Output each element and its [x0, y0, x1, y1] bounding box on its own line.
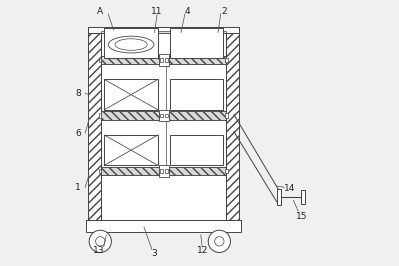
Bar [101, 27, 227, 220]
Text: 4: 4 [185, 7, 190, 16]
Text: 8: 8 [75, 89, 81, 98]
Text: 14: 14 [284, 184, 295, 193]
Bar [160, 114, 163, 117]
Bar [170, 28, 223, 58]
Text: 15: 15 [296, 212, 307, 221]
Bar [225, 113, 228, 118]
Bar [301, 190, 305, 204]
Bar [160, 58, 163, 62]
Bar [99, 169, 101, 173]
Bar [159, 165, 169, 177]
Bar [164, 58, 168, 62]
Bar [104, 80, 158, 110]
Circle shape [208, 230, 231, 252]
Bar [227, 27, 239, 220]
Bar [164, 114, 168, 117]
Bar [159, 54, 169, 66]
Bar [104, 28, 158, 58]
Bar [99, 57, 101, 62]
Text: 3: 3 [152, 249, 157, 258]
Bar [104, 135, 158, 165]
Text: 12: 12 [196, 246, 208, 255]
Text: 11: 11 [151, 7, 163, 16]
Bar [225, 169, 228, 173]
Bar [168, 56, 227, 64]
Bar [101, 111, 159, 120]
Bar [88, 27, 239, 33]
Bar [99, 113, 101, 118]
Bar [101, 31, 227, 33]
Text: 2: 2 [222, 7, 227, 16]
Bar [101, 111, 159, 120]
Bar [164, 169, 168, 173]
Text: 13: 13 [93, 246, 105, 255]
Bar [168, 56, 227, 64]
Bar [170, 135, 223, 165]
Bar [88, 27, 101, 220]
Bar [168, 111, 227, 120]
Bar [168, 167, 227, 175]
Bar [225, 57, 228, 62]
Bar [160, 169, 163, 173]
Bar [101, 56, 159, 64]
Bar [168, 167, 227, 175]
Bar [159, 110, 169, 121]
Bar [101, 167, 159, 175]
Text: 6: 6 [75, 128, 81, 138]
Text: A: A [97, 7, 103, 16]
Bar [168, 111, 227, 120]
Circle shape [89, 230, 111, 252]
Bar [277, 189, 281, 205]
Text: 1: 1 [75, 183, 81, 192]
Bar [101, 56, 159, 64]
Circle shape [215, 237, 224, 246]
Bar [170, 80, 223, 110]
Bar [86, 220, 241, 232]
Circle shape [96, 237, 105, 246]
Bar [101, 167, 159, 175]
